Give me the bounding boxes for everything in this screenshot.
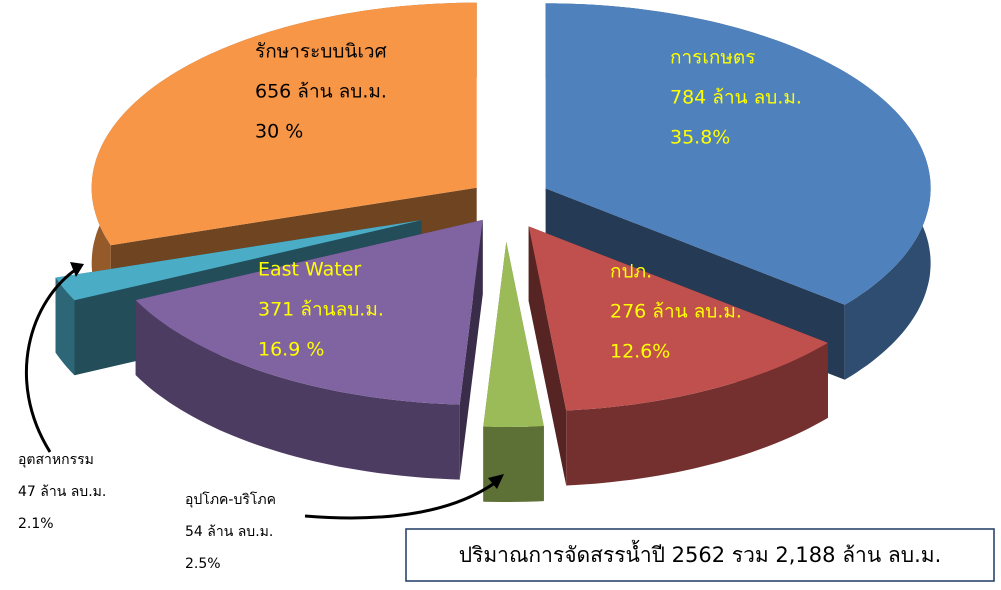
slice-name: East Water xyxy=(258,259,361,281)
slice-name: กปภ. xyxy=(610,261,652,283)
arrow-head xyxy=(70,262,84,277)
slice-percent: 2.5% xyxy=(185,556,221,572)
slice-name: อุตสาหกรรม xyxy=(18,452,94,468)
slice xyxy=(528,226,828,486)
arrow xyxy=(24,266,79,453)
slice-name: การเกษตร xyxy=(670,47,755,69)
slice-percent: 2.1% xyxy=(18,516,54,532)
slice-wall xyxy=(483,426,544,502)
slice-amount: 656 ล้าน ลบ.ม. xyxy=(255,81,387,103)
slice-percent: 35.8% xyxy=(670,127,730,149)
slice-top xyxy=(91,2,477,246)
slice-amount: 371 ล้านลบ.ม. xyxy=(258,299,384,321)
slice-amount: 784 ล้าน ลบ.ม. xyxy=(670,87,802,109)
slice-top xyxy=(545,3,931,305)
slice-wall xyxy=(566,342,828,486)
slice-percent: 12.6% xyxy=(610,341,670,363)
slice-percent: 16.9 % xyxy=(258,339,324,361)
annotation: ปริมาณการจัดสรรน้ำปี 2562 รวม 2,188 ล้าน… xyxy=(459,540,942,567)
slice-top xyxy=(55,220,422,301)
arrow-head xyxy=(488,474,504,489)
arrow xyxy=(304,480,497,520)
slice-name: รักษาระบบนิเวศ xyxy=(255,41,387,63)
slice-amount: 276 ล้าน ลบ.ม. xyxy=(610,301,742,323)
slice-top xyxy=(135,219,483,405)
pie xyxy=(55,2,931,502)
slice-wall xyxy=(135,300,460,480)
slice-top xyxy=(528,226,828,411)
slice-name: อุปโภค-บริโภค xyxy=(185,491,276,508)
total-box xyxy=(405,528,995,582)
slice xyxy=(135,219,483,480)
slice-percent: 30 % xyxy=(255,121,303,143)
slice-side xyxy=(528,226,567,486)
slice-amount: 47 ล้าน ลบ.ม. xyxy=(18,484,106,500)
slice-wall xyxy=(55,277,75,376)
slice-amount: 54 ล้าน ลบ.ม. xyxy=(185,524,273,540)
slice-top xyxy=(483,242,544,427)
